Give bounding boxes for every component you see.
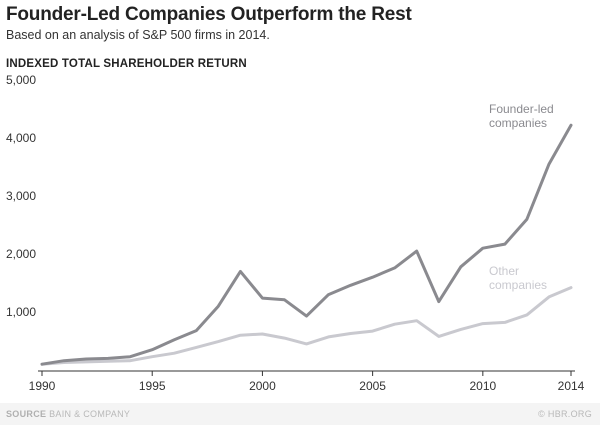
source-note: SOURCE BAIN & COMPANY <box>6 409 130 419</box>
line-chart: 1,000 2,000 3,000 4,000 5,000 1990 1995 2000 20… <box>6 73 585 393</box>
series-line-other <box>40 286 573 366</box>
y-axis-ticks: 1,000 2,000 3,000 4,000 5,000 <box>6 73 36 319</box>
x-tick-label: 2010 <box>469 379 496 393</box>
credit-text: © HBR.ORG <box>538 409 592 419</box>
y-axis-label: INDEXED TOTAL SHAREHOLDER RETURN <box>6 58 247 70</box>
y-tick-label: 1,000 <box>6 305 36 319</box>
x-tick-label: 2005 <box>359 379 386 393</box>
series-label-other: Other companies <box>489 264 547 292</box>
source-label: SOURCE <box>6 409 47 419</box>
y-tick-label: 5,000 <box>6 73 36 87</box>
chart-title: Founder-Led Companies Outperform the Res… <box>6 4 412 25</box>
series-lines <box>40 123 573 366</box>
series-label-line: Other <box>489 264 519 278</box>
y-tick-label: 2,000 <box>6 247 36 261</box>
source-text: BAIN & COMPANY <box>49 409 131 419</box>
x-tick-label: 1990 <box>29 379 56 393</box>
x-axis-ticks: 1990 1995 2000 2005 2010 2014 <box>29 371 585 393</box>
series-label-line: companies <box>489 278 547 292</box>
series-label-line: companies <box>489 116 547 130</box>
x-tick-label: 2014 <box>558 379 585 393</box>
chart-subtitle: Based on an analysis of S&P 500 firms in… <box>6 28 270 42</box>
x-tick-label: 1995 <box>139 379 166 393</box>
series-line-founder-led <box>40 123 573 366</box>
series-label-line: Founder-led <box>489 102 554 116</box>
series-label-founder-led: Founder-led companies <box>489 102 554 130</box>
footer-bar: SOURCE BAIN & COMPANY © HBR.ORG <box>0 403 600 425</box>
y-tick-label: 4,000 <box>6 131 36 145</box>
y-tick-label: 3,000 <box>6 189 36 203</box>
x-tick-label: 2000 <box>249 379 276 393</box>
